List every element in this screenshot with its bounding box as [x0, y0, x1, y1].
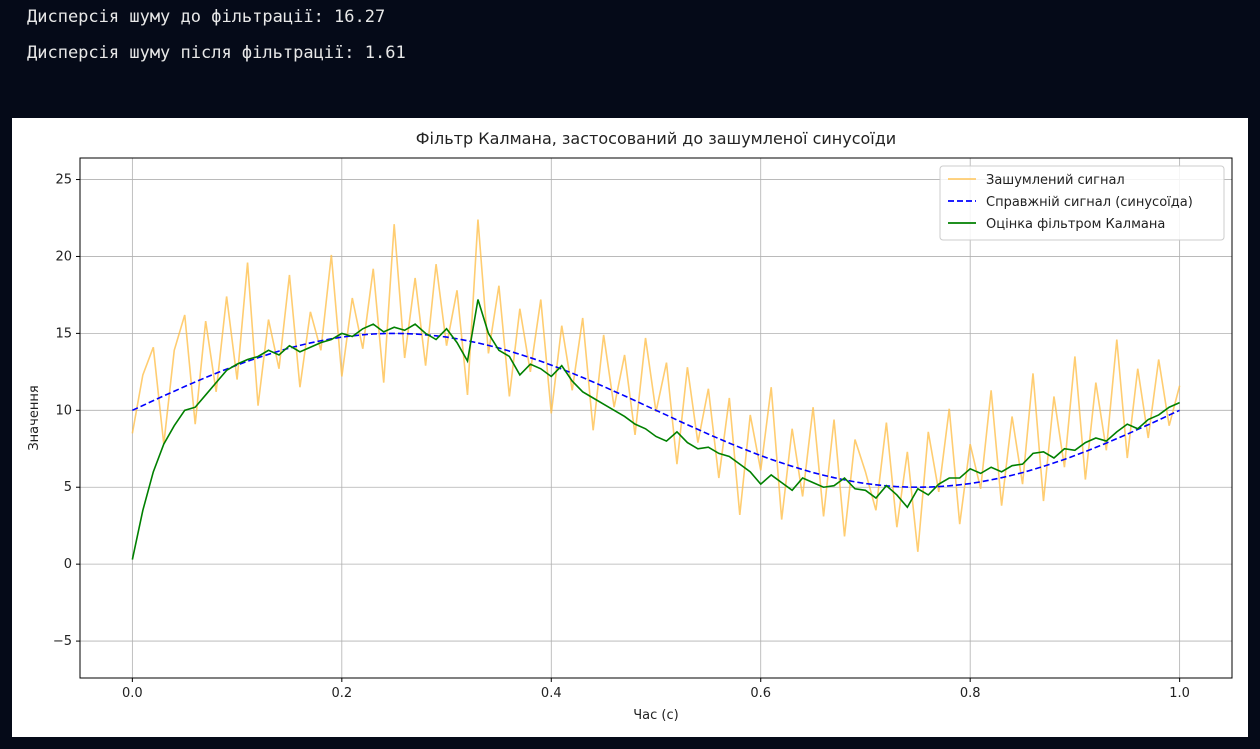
series-line: [132, 332, 1180, 489]
legend-label: Зашумлений сигнал: [986, 173, 1125, 188]
y-tick-label: 10: [55, 403, 72, 418]
y-tick-label: 20: [55, 249, 72, 264]
y-tick-label: 25: [55, 173, 72, 188]
legend-label: Справжній сигнал (синусоїда): [986, 195, 1193, 210]
series-line: [131, 299, 1180, 560]
y-tick-label: 5: [64, 480, 72, 495]
y-tick-label: 15: [55, 326, 72, 341]
figure: Фільтр Калмана, застосований до зашумлен…: [12, 118, 1248, 737]
chart-title: Фільтр Калмана, застосований до зашумлен…: [416, 129, 896, 148]
x-tick-label: 1.0: [1169, 686, 1190, 701]
console-line: Дисперсія шуму до фільтрації: 16.27: [27, 7, 386, 27]
legend-box: [939, 165, 1225, 241]
y-tick-label: −5: [53, 634, 72, 649]
console-line: Дисперсія шуму після фільтрації: 1.61: [27, 43, 406, 63]
chart: Фільтр Калмана, застосований до зашумлен…: [27, 129, 1233, 723]
series-line: [131, 219, 1181, 552]
x-tick-label: 0.2: [331, 686, 352, 701]
x-tick-label: 0.0: [122, 686, 143, 701]
x-tick-label: 0.8: [960, 686, 981, 701]
x-tick-label: 0.6: [750, 686, 771, 701]
console-output: Дисперсія шуму до фільтрації: 16.27 Дисп…: [27, 4, 406, 76]
x-axis-label: Час (с): [633, 708, 678, 723]
plot-frame: [79, 157, 1233, 679]
y-axis-label: Значення: [27, 385, 42, 450]
legend: Зашумлений сигнал Справжній сигнал (синус…: [939, 165, 1225, 241]
x-tick-label: 0.4: [541, 686, 562, 701]
y-tick-label: 0: [64, 557, 72, 572]
legend-label: Оцінка фільтром Калмана: [986, 217, 1165, 232]
